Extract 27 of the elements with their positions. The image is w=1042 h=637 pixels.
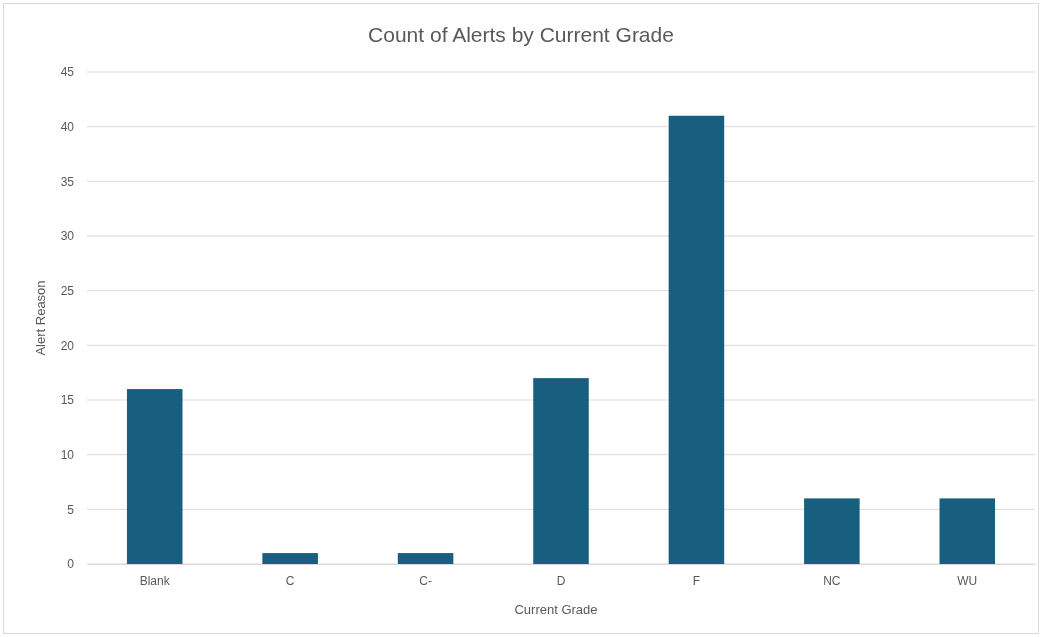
y-tick-label: 25: [60, 284, 75, 299]
x-tick-label: C: [285, 573, 295, 588]
y-tick-label: 35: [60, 174, 75, 189]
y-tick-label: 20: [60, 338, 75, 353]
x-axis-title: Current Grade: [514, 602, 598, 617]
bar: [668, 115, 725, 564]
y-tick-label: 0: [67, 557, 75, 572]
bar: [804, 498, 860, 564]
y-axis-title: Alert Reason: [33, 280, 48, 356]
y-tick-label: 30: [60, 229, 75, 244]
y-tick-label: 40: [60, 120, 75, 135]
y-tick-label: 5: [67, 502, 75, 517]
chart-title: Count of Alerts by Current Grade: [368, 23, 674, 46]
bar: [397, 553, 454, 564]
x-tick-label: Blank: [139, 573, 171, 588]
bar: [262, 553, 318, 564]
bar: [126, 389, 183, 564]
y-tick-label: 10: [60, 448, 75, 463]
x-tick-label: C-: [419, 573, 432, 588]
bar: [533, 378, 589, 564]
y-tick-label: 15: [60, 393, 75, 408]
x-tick-label: F: [692, 573, 701, 588]
x-tick-label: NC: [823, 573, 841, 588]
x-tick-label: WU: [957, 573, 978, 588]
y-tick-label: 45: [60, 65, 75, 80]
bar: [939, 498, 996, 564]
x-tick-label: D: [556, 573, 566, 588]
